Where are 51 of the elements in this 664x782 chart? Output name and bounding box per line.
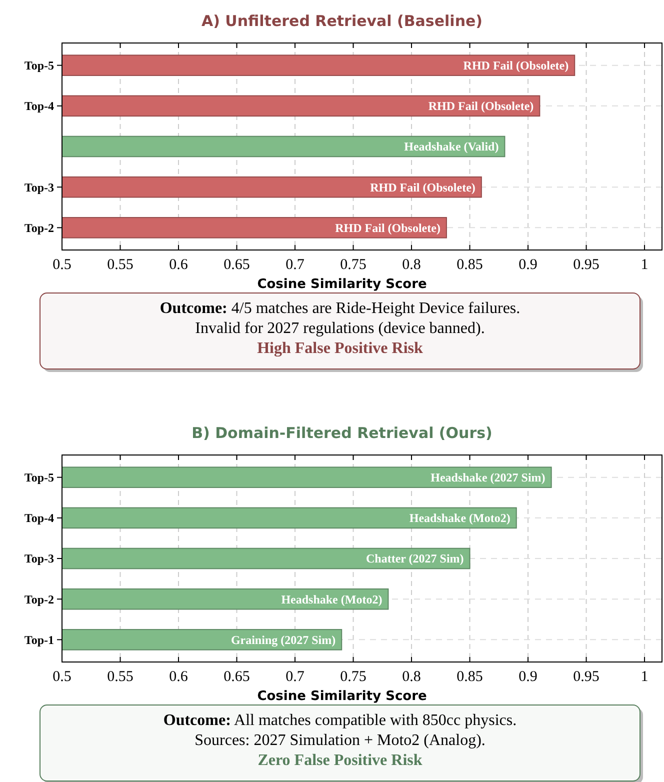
x-tick-label: 0.75	[340, 669, 366, 685]
x-tick-label: 0.55	[107, 257, 134, 273]
chart-title: A) Unfiltered Retrieval (Baseline)	[201, 12, 483, 30]
x-tick-label: 0.5	[52, 257, 72, 273]
annotation: Headshake (Moto2)	[281, 592, 382, 606]
x-axis-title: Cosine Similarity Score	[257, 277, 427, 292]
x-tick-label: 0.6	[169, 257, 188, 273]
chart-title: B) Domain-Filtered Retrieval (Ours)	[192, 424, 492, 442]
x-tick-label: 0.95	[573, 257, 600, 273]
y-tick-label: Top-3	[24, 180, 54, 194]
x-tick-label: 0.9	[518, 669, 538, 685]
x-tick-label: 0.6	[169, 669, 188, 685]
x-tick-label: 0.85	[456, 669, 483, 685]
text: Zero False Positive Risk	[258, 752, 422, 769]
y-tick-label: Top-4	[24, 99, 54, 114]
x-tick-label: 0.75	[340, 257, 366, 273]
y-tick-label: Top-1	[24, 632, 54, 647]
x-tick-label: 0.9	[518, 257, 538, 273]
annotation: Headshake (Valid)	[404, 140, 499, 154]
text: High False Positive Risk	[257, 340, 423, 357]
x-tick-label: 0.65	[224, 669, 250, 685]
x-tick-label: 0.7	[286, 257, 305, 273]
x-tick-label: 1	[640, 669, 648, 685]
x-tick-label: 1	[640, 257, 648, 273]
x-tick-label: 0.95	[573, 669, 600, 685]
y-tick-label: Top-5	[24, 470, 54, 485]
annotation: RHD Fail (Obsolete)	[428, 99, 534, 114]
y-tick-label: Top-2	[24, 220, 54, 235]
annotation: Headshake (Moto2)	[409, 511, 510, 526]
y-tick-label: Top-2	[24, 592, 54, 606]
annotation: RHD Fail (Obsolete)	[463, 58, 569, 73]
x-tick-label: 0.85	[456, 257, 483, 273]
annotation: Chatter (2027 Sim)	[366, 552, 464, 566]
annotation: RHD Fail (Obsolete)	[335, 220, 440, 235]
x-tick-label: 0.8	[402, 257, 421, 273]
y-tick-label: Top-3	[24, 552, 54, 566]
x-tick-label: 0.7	[286, 669, 305, 685]
x-tick-label: 0.65	[224, 257, 250, 273]
text: Outcome: 4/5 matches are Ride-Height Device failures.	[160, 300, 520, 317]
y-tick-label: Top-5	[24, 58, 54, 73]
text: Outcome: All matches compatible with 850cc physics.	[163, 712, 517, 729]
source-note: Sources: 2027 Simulation + Moto2 (Analog).	[194, 732, 486, 749]
x-axis-title: Cosine Similarity Score	[257, 689, 427, 704]
x-tick-label: 0.8	[402, 669, 421, 685]
y-tick-label: Top-4	[24, 511, 54, 526]
annotation: Graining (2027 Sim)	[230, 632, 336, 647]
text: Invalid for 2027 regulations (device banned).	[195, 320, 485, 337]
annotation: Headshake (2027 Sim)	[430, 470, 546, 485]
x-tick-label: 0.55	[107, 669, 134, 685]
x-tick-label: 0.5	[52, 669, 72, 685]
annotation: RHD Fail (Obsolete)	[370, 180, 476, 194]
